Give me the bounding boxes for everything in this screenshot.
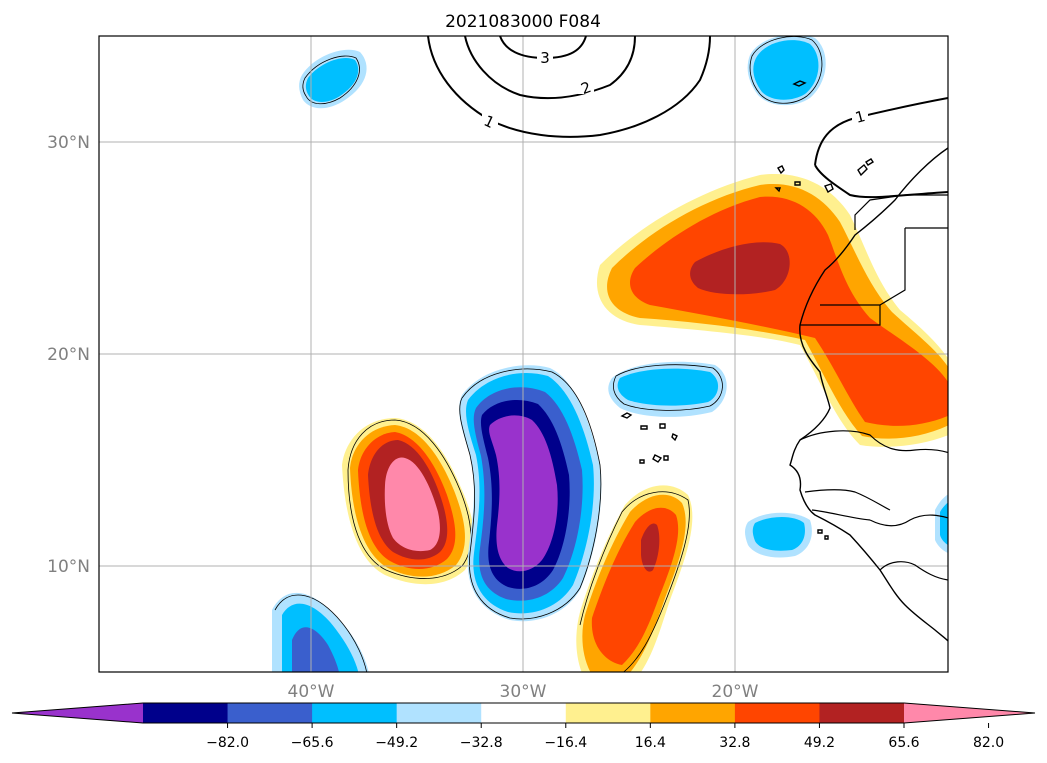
lat-label-30n: 30°N (47, 133, 90, 153)
colorbar-extend-high (904, 703, 1035, 723)
lat-label-10n: 10°N (47, 557, 90, 577)
coastlines (620, 80, 948, 642)
cold-feature-capeverde (608, 361, 727, 417)
map-frame (98, 35, 949, 673)
colorbar-tick-label: 82.0 (973, 735, 1004, 751)
contour-lines (427, 36, 948, 199)
colorbar-segment (143, 703, 229, 723)
colorbar-tick-label: −65.6 (291, 735, 334, 751)
colorbar-segment (819, 703, 905, 723)
colorbar-segment (481, 703, 567, 723)
colorbar-extend-low (12, 703, 143, 723)
colorbar-segment (312, 703, 398, 723)
colorbar-segments (143, 703, 905, 723)
lat-label-20n: 20°N (47, 345, 90, 365)
colorbar-tick-label: −32.8 (460, 735, 503, 751)
colorbar-outline (11, 702, 1036, 724)
map-title: 2021083000 F084 (445, 12, 601, 32)
colorbar-tick-label: −16.4 (544, 735, 587, 751)
colorbar-tick-label: −49.2 (375, 735, 418, 751)
colorbar-segment (227, 703, 313, 723)
lon-label-30w: 30°W (500, 682, 547, 702)
colorbar-tick-label: −82.0 (206, 735, 249, 751)
warm-feature-west (342, 418, 475, 585)
colorbar-tick-label: 65.6 (888, 735, 919, 751)
warm-feature-south (576, 485, 693, 672)
colorbar-segment (565, 703, 651, 723)
colorbar-ticks: −82.0 −65.6 −49.2 −32.8 −16.4 16.4 32.8 49.2 65.… (206, 723, 1004, 751)
cold-feature-east (745, 512, 812, 558)
cold-feature-center (459, 365, 602, 622)
lon-label-20w: 20°W (712, 682, 759, 702)
lon-label-40w: 40°W (288, 682, 335, 702)
colorbar-segment (734, 703, 820, 723)
shading-features (272, 36, 948, 672)
cold-feature-edge (935, 494, 948, 554)
contour-label-3: 3 (540, 49, 550, 67)
colorbar-tick-label: 32.8 (719, 735, 750, 751)
contour-label-1-east: 1 (853, 107, 867, 127)
colorbar-tick-label: 49.2 (804, 735, 835, 751)
warm-feature-north (596, 174, 948, 447)
cold-feature-south (272, 593, 369, 672)
colorbar-tick-label: 16.4 (635, 735, 666, 751)
colorbar-segment (396, 703, 482, 723)
cold-feature-nw (299, 49, 367, 109)
contour-label-group: 3 2 1 1 (481, 48, 868, 132)
colorbar: −82.0 −65.6 −49.2 −32.8 −16.4 16.4 32.8 49.2 65.… (11, 702, 1036, 751)
colorbar-segment (650, 703, 736, 723)
map-area: 3 2 1 1 (99, 36, 948, 672)
